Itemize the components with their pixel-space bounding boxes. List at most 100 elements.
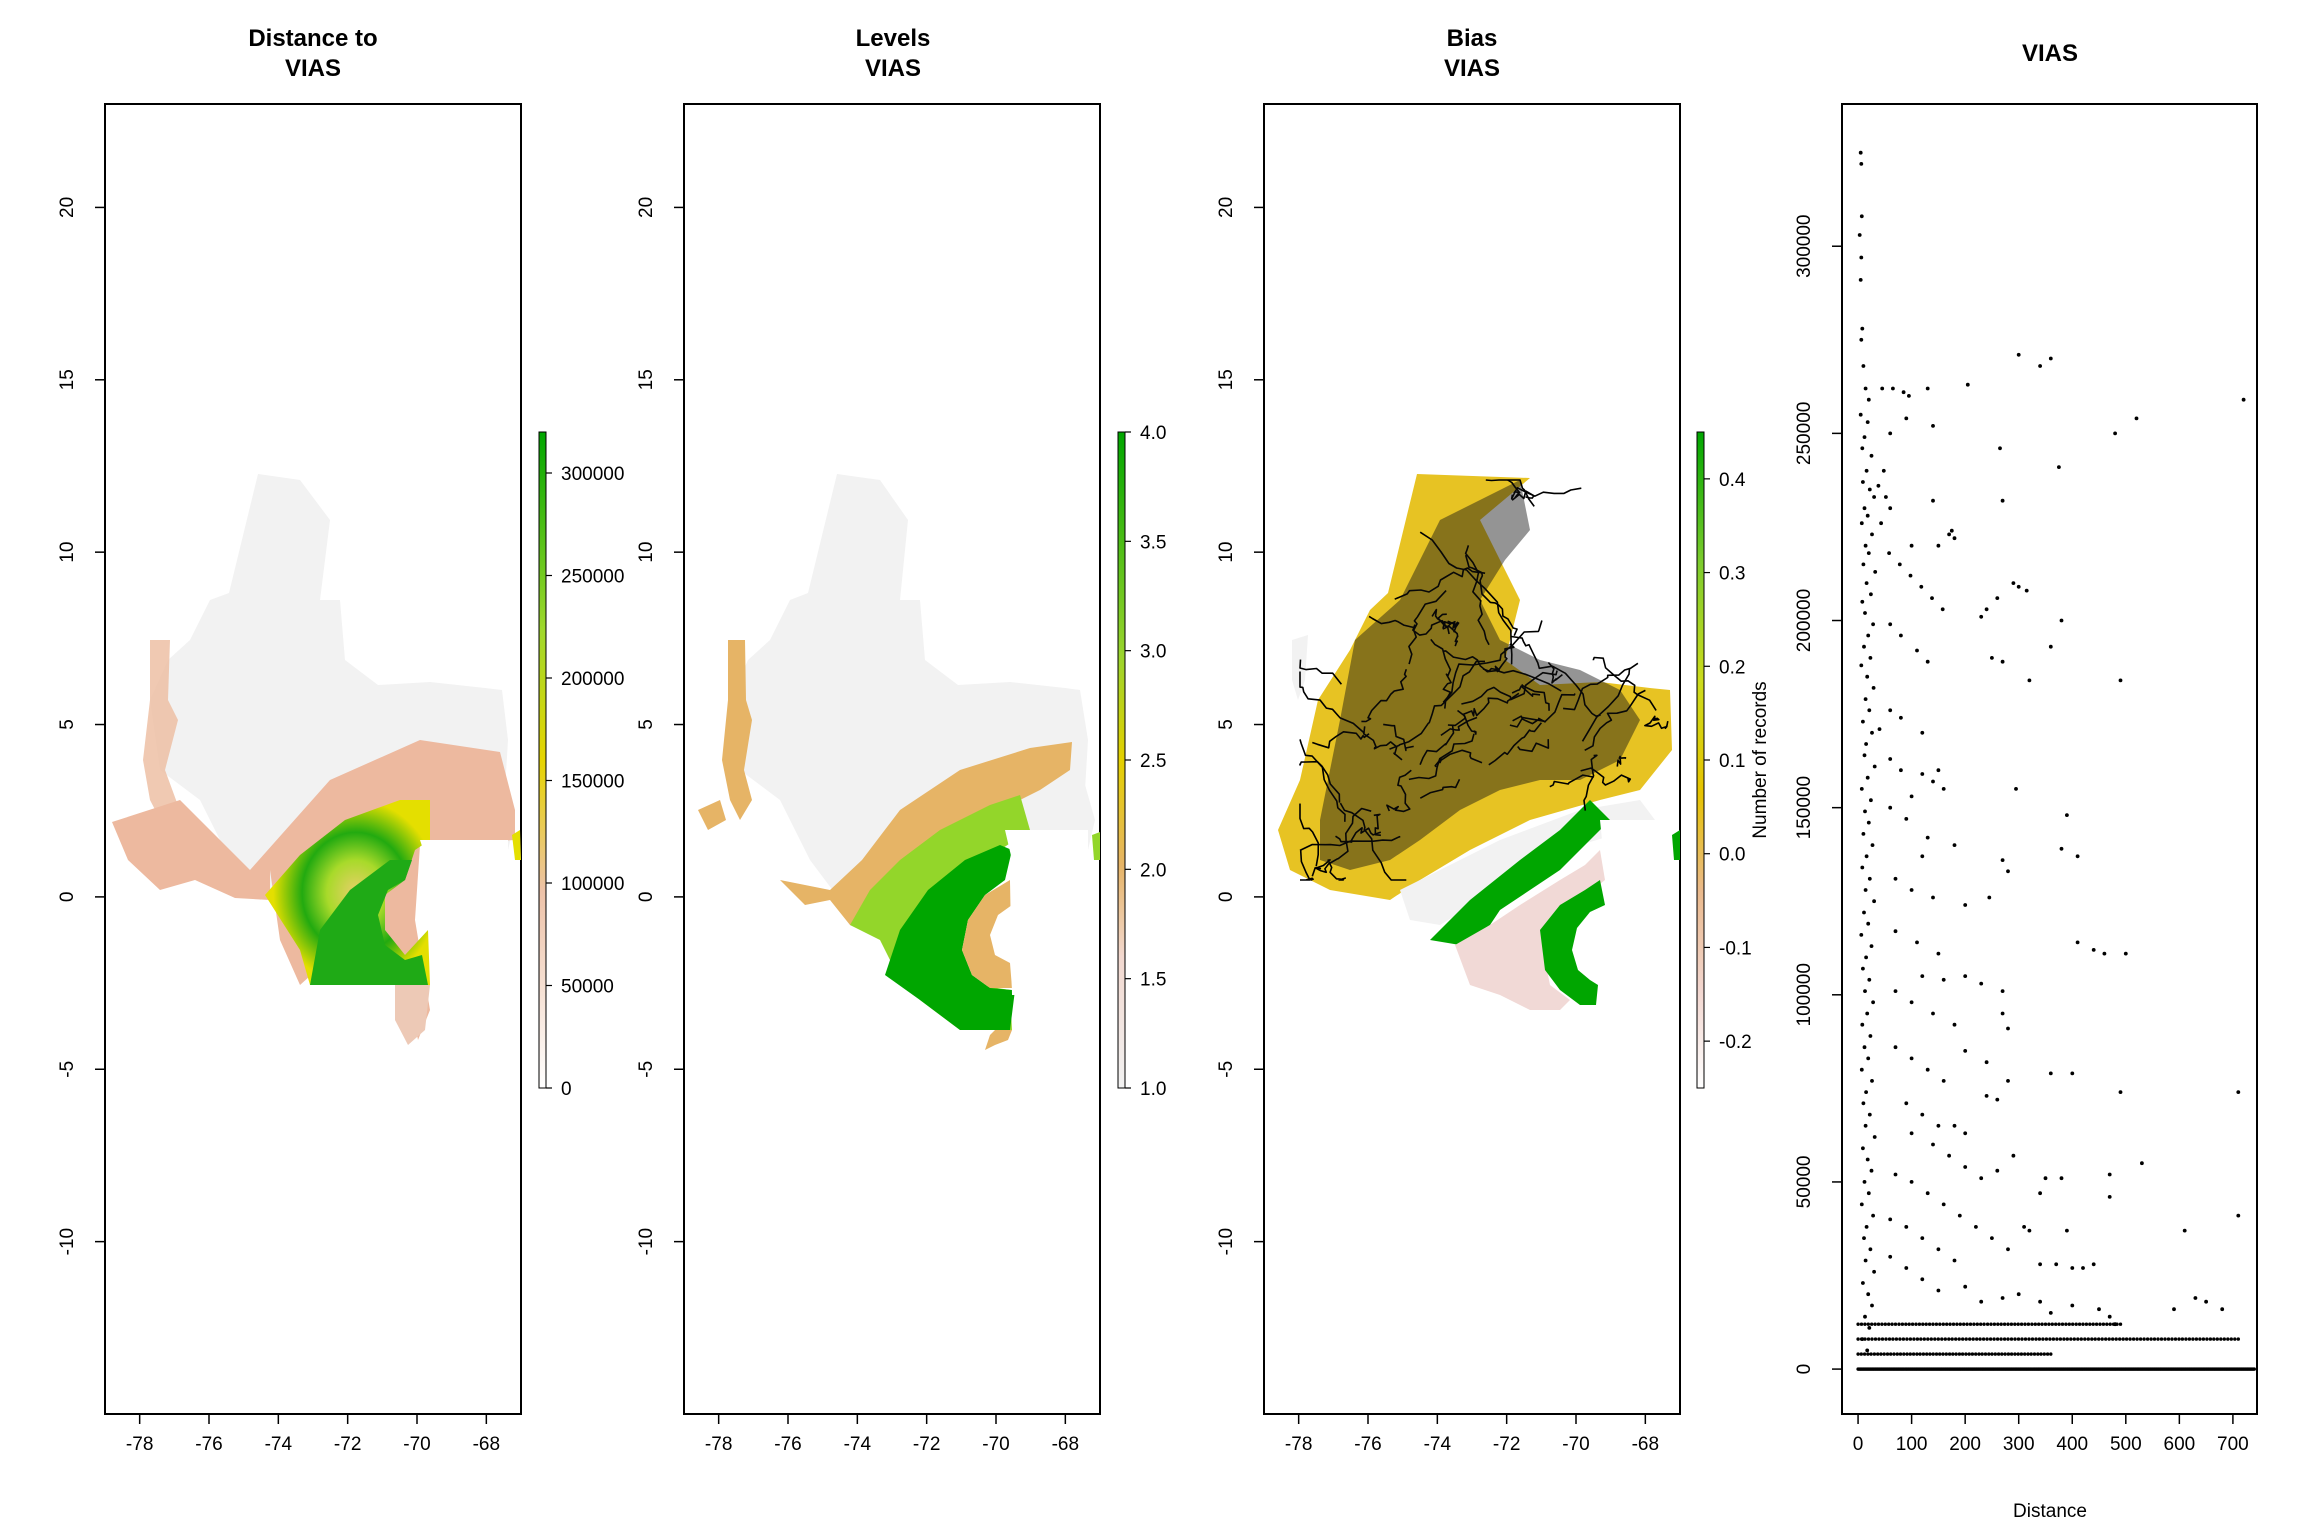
scatter-point xyxy=(1893,876,1898,881)
scatter-point xyxy=(2059,618,2064,623)
scatter-point xyxy=(1941,1079,1946,1083)
scatter-point xyxy=(2000,1352,2004,1356)
scatter-point xyxy=(2013,1337,2017,1341)
panel1-title: Distance to VIAS xyxy=(248,25,377,82)
scatter-point xyxy=(2016,1322,2020,1326)
scatter-point xyxy=(1872,764,1877,769)
scatter-point xyxy=(2118,678,2123,683)
scatter-point xyxy=(1925,1191,1930,1196)
scatter-point xyxy=(2022,1225,2026,1229)
scatter-point xyxy=(2124,1337,2129,1341)
scatter-point xyxy=(1930,596,1934,600)
scatter-point xyxy=(1931,424,1935,428)
scatter-point xyxy=(2222,1337,2226,1341)
scatter-point xyxy=(1867,1112,1872,1117)
scatter-point xyxy=(1866,1322,1871,1326)
p1-east-white xyxy=(420,840,508,990)
road-line xyxy=(1549,774,1594,788)
scatter-point xyxy=(2006,1247,2010,1252)
scatter-point xyxy=(1867,708,1872,713)
scatter-point xyxy=(1975,1322,1980,1326)
p1-west-band xyxy=(143,640,190,850)
scatter-point xyxy=(2152,1337,2157,1341)
scatter-point xyxy=(1864,581,1869,585)
scatter-point xyxy=(2208,1337,2213,1341)
scatter-point xyxy=(1884,1337,1888,1341)
scatter-point xyxy=(1931,1322,1935,1326)
scatter-point xyxy=(1865,420,1870,424)
legend-tick-label: 4.0 xyxy=(1140,423,1166,444)
scatter-point xyxy=(2019,1352,2024,1356)
p2-east-tip xyxy=(1092,832,1100,860)
scatter-point xyxy=(1861,966,1865,971)
map-ytick-label: 5 xyxy=(1216,719,1237,730)
scatter-point xyxy=(1870,1322,1874,1326)
scatter-point xyxy=(2026,1322,2031,1326)
scatter-point xyxy=(2212,1337,2216,1341)
panel3-title: Bias VIAS xyxy=(1444,25,1500,82)
scatter-point xyxy=(2058,1337,2063,1341)
scatter-point xyxy=(1963,1049,1968,1053)
scatter-point xyxy=(2142,1337,2146,1341)
scatter-point xyxy=(1861,832,1866,836)
scatter-plot xyxy=(1856,150,2256,1371)
p3-inner-green xyxy=(1540,880,1605,1005)
panel2-title-line1: Levels xyxy=(856,25,931,52)
p3-mustard xyxy=(1278,474,1672,900)
panel3-map xyxy=(1278,474,1680,1045)
scatter-point xyxy=(1891,1337,1895,1341)
p3-east-tip xyxy=(1672,830,1680,860)
scatter-point xyxy=(1936,1247,1941,1252)
scatter-point xyxy=(2054,1262,2059,1267)
scatter-point xyxy=(1961,1337,1965,1341)
scatter-point xyxy=(2201,1337,2206,1341)
scatter-point xyxy=(1885,1352,1890,1356)
map-xtick-label: -78 xyxy=(705,1434,732,1455)
scatter-point xyxy=(2091,948,2096,952)
p2-west-small xyxy=(698,800,726,830)
map-xtick-label: -72 xyxy=(1493,1434,1520,1455)
map-xtick-label: -70 xyxy=(982,1434,1009,1455)
scatter-point xyxy=(1863,1314,1867,1319)
scatter-point xyxy=(1954,1337,1958,1341)
scatter-point xyxy=(1861,1281,1865,1285)
scatter-point xyxy=(2086,1337,2090,1341)
scatter-point xyxy=(1904,416,1909,421)
scatter-point xyxy=(1860,865,1865,870)
road-line xyxy=(1299,835,1401,852)
legend1: 0 50000 100000 150000 200000 250000 300000 xyxy=(538,431,624,1100)
scatter-point xyxy=(1862,1352,1867,1356)
scatter-point xyxy=(2016,352,2021,357)
scatter-point xyxy=(1908,1352,1913,1356)
scatter-point xyxy=(1867,487,1872,492)
scatter-point xyxy=(2252,1367,2256,1371)
panel3-title-line2: VIAS xyxy=(1444,55,1500,82)
scatter-point xyxy=(2051,1337,2056,1341)
scatter-point xyxy=(2098,1322,2102,1326)
scatter-xtick-label: 200 xyxy=(1949,1434,1981,1455)
scatter-point xyxy=(1862,644,1866,649)
road-line xyxy=(1408,733,1475,781)
road-line xyxy=(1464,545,1490,646)
scatter-point xyxy=(2114,1337,2118,1341)
scatter-point xyxy=(2115,1322,2119,1326)
scatter-point xyxy=(1867,876,1872,881)
scatter-point xyxy=(1884,495,1888,499)
road-line xyxy=(1311,807,1372,877)
scatter-point xyxy=(2000,498,2005,503)
scatter-point xyxy=(2065,1228,2069,1233)
scatter-point xyxy=(1893,1172,1898,1177)
scatter-point xyxy=(2026,1352,2030,1356)
scatter-point xyxy=(1871,1213,1875,1218)
scatter-point xyxy=(1893,929,1898,934)
p2-east-white xyxy=(1005,830,1088,995)
scatter-point xyxy=(1925,835,1930,840)
scatter-point xyxy=(1861,364,1866,368)
scatter-point xyxy=(2043,1176,2048,1181)
scatter-point xyxy=(1870,1337,1874,1341)
scatter-point xyxy=(1861,1146,1865,1151)
scatter-point xyxy=(2076,1337,2080,1341)
scatter-xtick-label: 500 xyxy=(2110,1434,2142,1455)
scatter-point xyxy=(1893,989,1898,993)
scatter-point xyxy=(2107,1314,2112,1319)
